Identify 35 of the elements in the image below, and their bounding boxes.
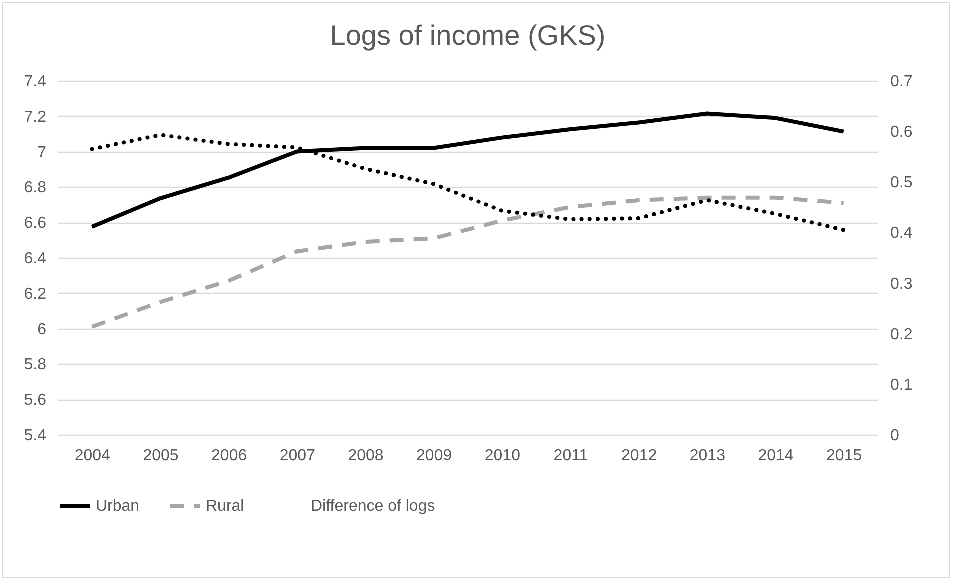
x-tick-label: 2015 bbox=[826, 448, 862, 464]
legend-label: Urban bbox=[96, 498, 140, 515]
y-tick-label: 7.4 bbox=[24, 74, 47, 90]
x-tick-label: 2006 bbox=[212, 448, 248, 464]
y2-tick-label: 0.4 bbox=[890, 225, 913, 242]
legend-label: Difference of logs bbox=[311, 498, 436, 515]
x-tick-label: 2010 bbox=[484, 448, 521, 464]
y2-tick-label: 0.3 bbox=[890, 276, 913, 293]
y-tick-label: 5.6 bbox=[24, 392, 47, 410]
y2-tick-label: 0 bbox=[890, 428, 900, 444]
y-tick-label: 6.6 bbox=[24, 215, 47, 232]
y-tick-label: 6.8 bbox=[24, 180, 47, 197]
y2-tick-label: 0.1 bbox=[890, 376, 913, 394]
y-tick-label: 5.4 bbox=[24, 428, 47, 444]
y2-tick-label: 0.7 bbox=[890, 74, 913, 90]
x-tick-label: 2009 bbox=[416, 448, 452, 464]
y-tick-label: 5.8 bbox=[24, 356, 47, 374]
y2-tick-label: 0.2 bbox=[890, 326, 913, 344]
x-tick-label: 2008 bbox=[348, 448, 384, 464]
y-tick-label: 6.2 bbox=[24, 286, 47, 303]
x-tick-label: 2004 bbox=[74, 448, 111, 464]
x-tick-label: 2011 bbox=[554, 448, 588, 464]
y2-tick-label: 0.5 bbox=[890, 174, 913, 192]
y-tick-label: 6 bbox=[38, 321, 47, 338]
x-tick-label: 2007 bbox=[280, 448, 316, 464]
y-tick-label: 7.2 bbox=[24, 108, 47, 126]
legend-label: Rural bbox=[206, 498, 244, 515]
x-tick-label: 2013 bbox=[690, 448, 726, 464]
x-tick-label: 2014 bbox=[758, 448, 794, 464]
x-tick-label: 2005 bbox=[143, 448, 179, 464]
y-tick-label: 7 bbox=[38, 144, 47, 162]
y2-tick-label: 0.6 bbox=[890, 124, 913, 142]
x-tick-label: 2012 bbox=[622, 448, 658, 464]
y-tick-label: 6.4 bbox=[24, 250, 47, 268]
chart-title: Logs of income (GKS) bbox=[330, 20, 606, 51]
